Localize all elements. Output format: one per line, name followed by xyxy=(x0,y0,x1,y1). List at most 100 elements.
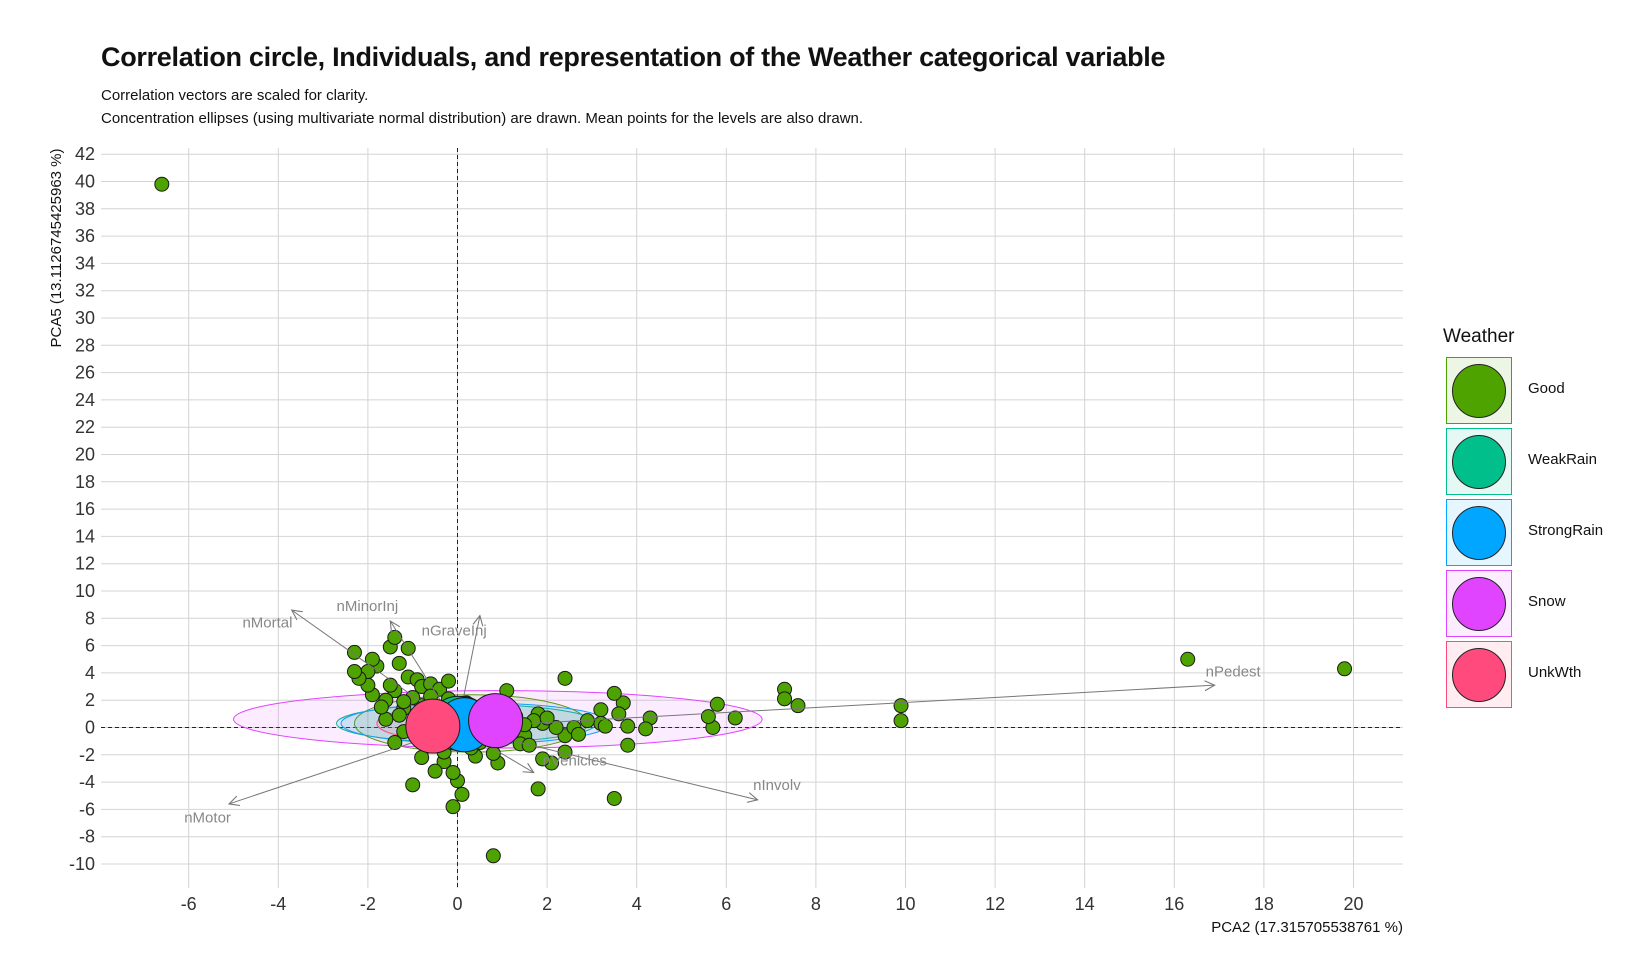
vector-label-nmortal: nMortal xyxy=(242,614,292,631)
mean-point-unkwth xyxy=(405,698,461,754)
legend-title: Weather xyxy=(1443,326,1515,347)
legend-key-good xyxy=(1446,357,1512,424)
x-tick-label: 0 xyxy=(452,894,462,914)
legend-label-unkwth: UnkWth xyxy=(1528,664,1582,681)
individual-point xyxy=(1180,651,1196,667)
legend-swatch xyxy=(1452,577,1506,631)
y-tick-label: -4 xyxy=(79,772,95,792)
legend-key-strongrain xyxy=(1446,499,1512,566)
y-tick-label: -2 xyxy=(79,745,95,765)
x-tick-label: 8 xyxy=(811,894,821,914)
individual-point xyxy=(346,664,362,680)
y-tick-label: 14 xyxy=(75,526,95,546)
y-tick-label: -10 xyxy=(69,854,95,874)
individual-point xyxy=(539,710,555,726)
x-axis-title: PCA2 (17.315705538761 %) xyxy=(1211,919,1403,936)
individual-point xyxy=(391,655,407,671)
legend-key-weakrain xyxy=(1446,428,1512,495)
individual-point xyxy=(396,694,412,710)
individual-point xyxy=(535,751,551,767)
vector-label-ngraveinj: nGraveInj xyxy=(422,623,487,640)
y-tick-label: 6 xyxy=(85,636,95,656)
y-tick-label: 22 xyxy=(75,417,95,437)
individual-point xyxy=(548,720,564,735)
individual-point xyxy=(606,790,622,806)
individual-point xyxy=(427,763,443,779)
individual-point xyxy=(530,781,546,797)
individual-point xyxy=(620,737,636,753)
mean-point-snow xyxy=(468,693,524,749)
individual-point xyxy=(445,765,461,781)
individual-point xyxy=(620,718,636,734)
individual-point xyxy=(790,698,806,714)
y-tick-label: 24 xyxy=(75,390,95,410)
y-tick-label: 18 xyxy=(75,472,95,492)
individual-point xyxy=(454,786,470,802)
y-tick-label: 0 xyxy=(85,718,95,738)
individual-point xyxy=(893,713,909,729)
y-tick-label: 10 xyxy=(75,581,95,601)
individual-point xyxy=(154,176,170,192)
legend-label-good: Good xyxy=(1528,380,1565,397)
individual-point xyxy=(709,696,725,712)
individual-point xyxy=(570,726,586,742)
chart-subtitle-line1: Correlation vectors are scaled for clari… xyxy=(101,87,369,104)
x-tick-label: 14 xyxy=(1075,894,1095,914)
y-tick-label: 32 xyxy=(75,281,95,301)
legend-swatch xyxy=(1452,648,1506,702)
individual-point xyxy=(700,709,716,725)
y-tick-label: 34 xyxy=(75,253,95,273)
x-tick-label: 16 xyxy=(1164,894,1184,914)
x-tick-label: 10 xyxy=(895,894,915,914)
y-tick-label: 8 xyxy=(85,608,95,628)
individual-point xyxy=(405,777,421,793)
y-tick-label: 28 xyxy=(75,335,95,355)
legend-label-snow: Snow xyxy=(1528,593,1566,610)
y-tick-label: -6 xyxy=(79,799,95,819)
y-axis-title: PCA5 (13.1126745425963 %) xyxy=(48,148,65,347)
y-tick-label: 38 xyxy=(75,199,95,219)
individual-point xyxy=(893,698,909,714)
individual-point xyxy=(611,706,627,722)
y-tick-label: 30 xyxy=(75,308,95,328)
legend-key-unkwth xyxy=(1446,641,1512,708)
chart-subtitle-line2: Concentration ellipses (using multivaria… xyxy=(101,110,864,127)
y-tick-label: 26 xyxy=(75,363,95,383)
x-tick-label: 6 xyxy=(721,894,731,914)
legend-swatch xyxy=(1452,435,1506,489)
y-tick-label: 12 xyxy=(75,554,95,574)
y-tick-label: -8 xyxy=(79,827,95,847)
y-tick-label: 42 xyxy=(75,144,95,164)
x-tick-label: 20 xyxy=(1343,894,1363,914)
x-tick-label: -6 xyxy=(181,894,197,914)
x-tick-label: 12 xyxy=(985,894,1005,914)
vector-label-ninvolv: nInvolv xyxy=(753,777,801,794)
vector-npedest xyxy=(457,685,1215,728)
individual-point xyxy=(373,699,389,715)
chart-title: Correlation circle, Individuals, and rep… xyxy=(101,42,1166,72)
individual-point xyxy=(727,710,743,726)
legend-label-strongrain: StrongRain xyxy=(1528,522,1604,539)
individual-point xyxy=(597,718,613,734)
legend-label-weakrain: WeakRain xyxy=(1528,451,1597,468)
individual-point xyxy=(346,644,362,660)
x-tick-label: -4 xyxy=(270,894,286,914)
individual-point xyxy=(387,735,403,751)
individual-point xyxy=(445,799,461,815)
individual-point xyxy=(606,685,622,701)
vector-label-npedest: nPedest xyxy=(1206,664,1262,681)
legend-key-snow xyxy=(1446,570,1512,637)
vector-label-nmotor: nMotor xyxy=(184,810,231,827)
individual-point xyxy=(485,848,501,864)
individual-point xyxy=(441,673,457,689)
individual-point xyxy=(593,702,609,718)
y-tick-label: 40 xyxy=(75,172,95,192)
x-tick-label: 18 xyxy=(1254,894,1274,914)
individual-point xyxy=(400,640,416,656)
y-tick-label: 20 xyxy=(75,445,95,465)
individual-point xyxy=(391,707,407,723)
x-tick-label: 4 xyxy=(632,894,642,914)
individual-point xyxy=(557,670,573,686)
x-tick-label: -2 xyxy=(360,894,376,914)
vector-label-nvehicles: nVehicles xyxy=(543,752,607,769)
